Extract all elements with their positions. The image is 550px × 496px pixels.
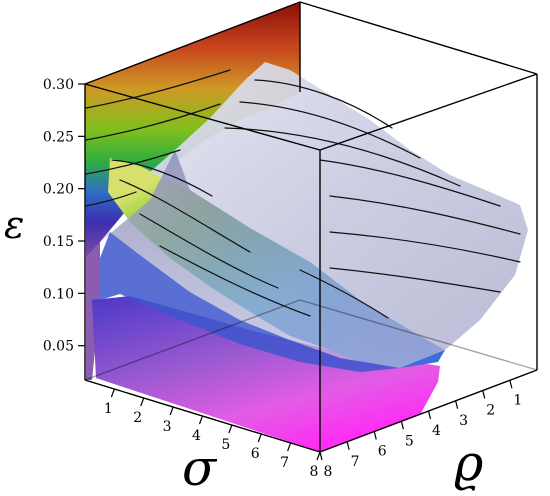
- front-axis-tick: [316, 451, 321, 461]
- front-axis-tick: [110, 388, 115, 398]
- contour-line: [329, 231, 521, 263]
- side-axis-tick-label: 2: [486, 403, 495, 419]
- side-axis-tick-label: 7: [351, 454, 360, 470]
- side-axis-title: ϱ: [454, 434, 484, 492]
- box-edge: [319, 73, 538, 151]
- front-axis-tick-label: 6: [251, 446, 260, 462]
- side-axis-tick: [319, 451, 323, 461]
- rainbow-surface-lower: [100, 232, 400, 372]
- box-edge: [84, 83, 321, 151]
- front-axis-tick: [198, 415, 204, 425]
- box-edge: [84, 1, 301, 85]
- side-axis-tick: [455, 400, 459, 409]
- box-edge: [84, 299, 301, 381]
- contour-line: [85, 69, 231, 109]
- front-axis-tick-label: 5: [221, 437, 230, 453]
- vertical-axis-tick-label: 0.30: [43, 77, 74, 93]
- box-edge: [299, 299, 538, 371]
- front-axis-tick: [169, 406, 174, 416]
- front-axis-tick: [140, 397, 145, 407]
- contour-line: [329, 195, 521, 235]
- front-axis-tick-label: 7: [280, 455, 289, 471]
- vertical-axis-tick-label: 0.25: [43, 129, 74, 145]
- bounding-box: [84, 1, 538, 453]
- front-axis-tick: [228, 424, 233, 434]
- front-axis-tick: [257, 433, 262, 443]
- front-axis-tick-label: 8: [310, 464, 319, 480]
- side-axis-tick: [509, 380, 513, 389]
- contour-line: [224, 127, 461, 187]
- contour-line: [85, 191, 137, 207]
- contour-line: [159, 245, 311, 317]
- contour-line: [329, 267, 501, 293]
- side-axis-tick: [400, 421, 404, 430]
- front-axis-tick-label: 3: [163, 419, 172, 435]
- gray-surface-front: [100, 150, 445, 368]
- side-axis-tick: [373, 431, 377, 440]
- front-axis-tick-label: 4: [192, 428, 201, 444]
- side-axis-tick: [427, 410, 432, 420]
- contour-line: [119, 179, 251, 253]
- gray-surface: [150, 62, 528, 350]
- contour-line: [254, 79, 393, 129]
- vertical-axis-tick-label: 0.10: [43, 286, 74, 302]
- vertical-axis-tick-label: 0.15: [43, 234, 74, 250]
- side-axis-tick-label: 3: [459, 413, 468, 429]
- vertical-axis-tick-label: 0.05: [43, 339, 74, 355]
- front-axis-tick-label: 2: [133, 410, 142, 426]
- contour-line: [111, 159, 213, 197]
- front-axis-tick-label: 1: [104, 401, 113, 417]
- vertical-axis-title: ε: [4, 203, 24, 247]
- side-axis-tick: [482, 390, 486, 399]
- contour-line: [85, 103, 221, 141]
- side-axis-tick-label: 1: [513, 392, 522, 408]
- floor-surface: [92, 296, 440, 452]
- contour-line: [239, 101, 421, 159]
- front-axis-tick: [287, 442, 292, 452]
- side-axis-ticks: 1 2 3 4 5 6 7 8: [319, 380, 522, 480]
- contour-line: [139, 213, 279, 289]
- vertical-axis-ticks: 0.05 0.10 0.15 0.20 0.25 0.30: [43, 77, 85, 355]
- side-axis-tick: [346, 441, 350, 450]
- contour-lines: [85, 69, 521, 319]
- front-axis-title: σ: [182, 439, 218, 496]
- contour-line: [85, 149, 181, 175]
- contour-line: [319, 159, 501, 207]
- contour-line: [299, 269, 389, 319]
- side-axis-tick-label: 8: [324, 464, 333, 480]
- vertical-axis-tick-label: 0.20: [43, 182, 74, 198]
- side-axis-tick-label: 4: [432, 423, 441, 439]
- box-edge: [299, 1, 538, 75]
- side-axis-tick-label: 5: [405, 433, 414, 449]
- side-axis-tick-label: 6: [378, 444, 387, 460]
- front-axis-ticks: 1 2 3 4 5 6 7 8: [104, 388, 321, 480]
